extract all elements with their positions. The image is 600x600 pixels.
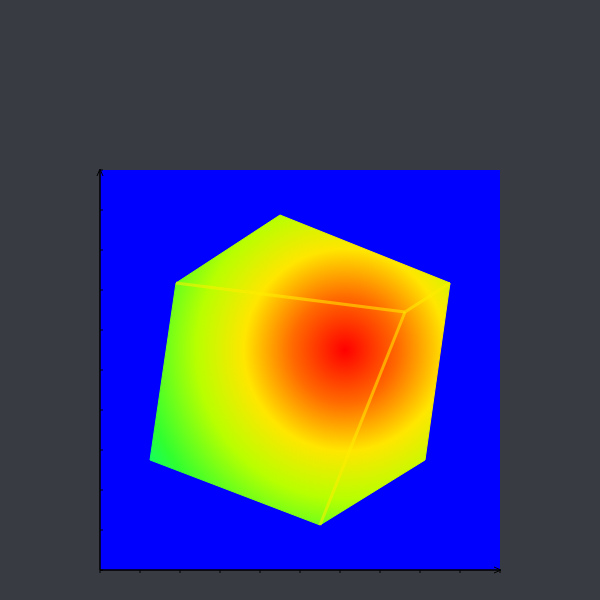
y-tick (100, 210, 103, 211)
x-tick (420, 570, 421, 573)
x-arrow (494, 567, 501, 573)
canvas (0, 0, 600, 600)
x-tick (460, 570, 461, 573)
y-arrow (97, 169, 103, 176)
cube-face (320, 283, 450, 525)
cube-edge (320, 312, 405, 525)
y-tick (100, 250, 103, 251)
x-tick (380, 570, 381, 573)
y-tick (100, 570, 103, 571)
y-tick (100, 290, 103, 291)
y-tick (100, 490, 103, 491)
x-tick (340, 570, 341, 573)
x-tick (220, 570, 221, 573)
x-tick (300, 570, 301, 573)
y-tick (100, 170, 103, 171)
x-tick (180, 570, 181, 573)
cube (150, 215, 450, 525)
axes (97, 169, 501, 573)
y-tick (100, 530, 103, 531)
x-tick (500, 570, 501, 573)
y-tick (100, 330, 103, 331)
y-tick (100, 370, 103, 371)
y-tick (100, 410, 103, 411)
x-tick (260, 570, 261, 573)
cube-edge (176, 283, 405, 312)
cube-edge (405, 283, 450, 312)
x-tick (140, 570, 141, 573)
y-tick (100, 450, 103, 451)
plot-area (100, 170, 500, 570)
